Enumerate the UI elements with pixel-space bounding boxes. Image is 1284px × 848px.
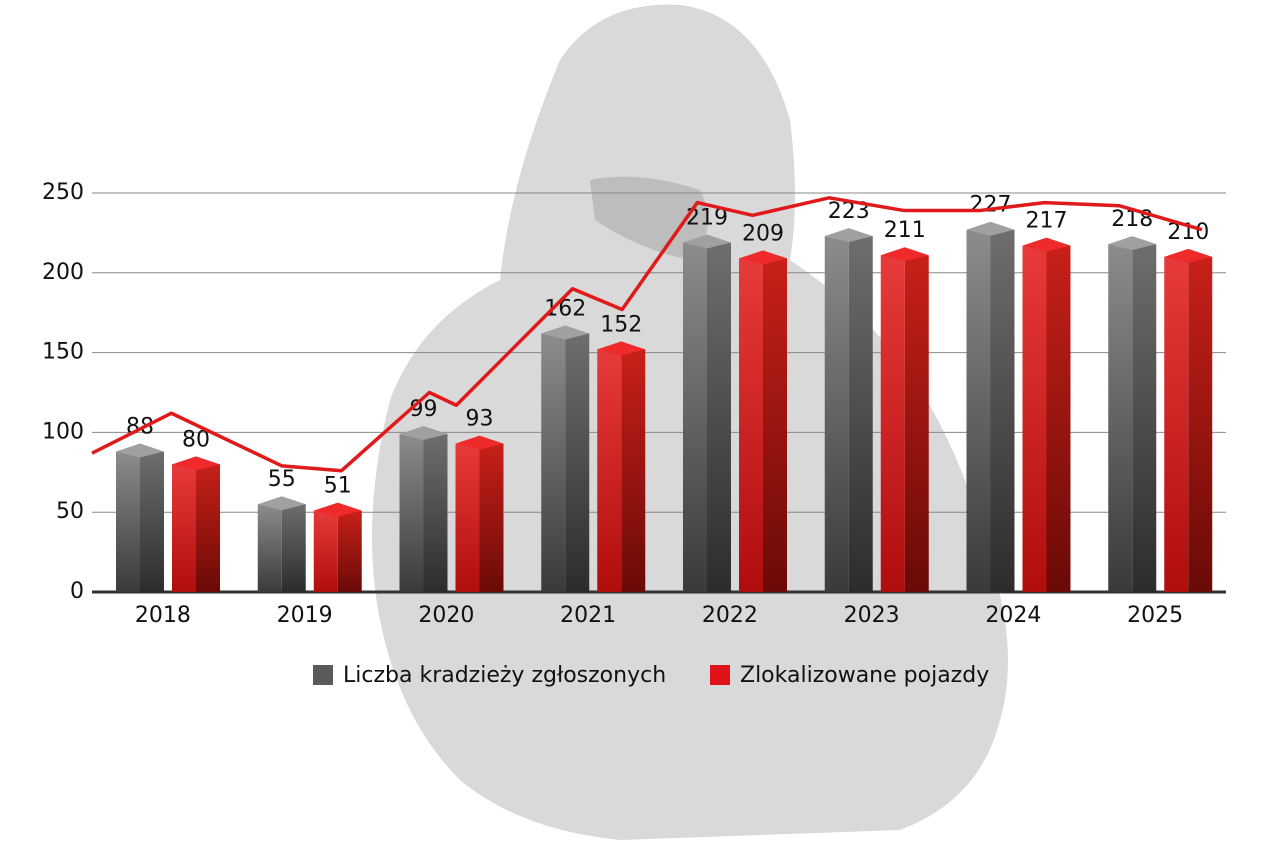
bar [1022, 245, 1047, 592]
bar-side [763, 258, 787, 592]
x-tick-label: 2019 [277, 603, 333, 628]
bar-top [966, 221, 1015, 236]
value-label: 99 [410, 397, 438, 422]
value-label: 55 [268, 467, 296, 492]
x-tick-label: 2022 [702, 603, 758, 628]
bar-side [848, 236, 873, 593]
bar-top [399, 425, 448, 440]
bar-top [683, 234, 731, 249]
bar-side [565, 333, 590, 592]
bar-top [541, 325, 590, 340]
value-label: 152 [600, 312, 642, 337]
value-label: 93 [466, 407, 494, 432]
x-tick-label: 2020 [418, 603, 474, 628]
bar [313, 510, 338, 592]
bar-side [707, 242, 731, 592]
y-tick-label: 100 [42, 419, 84, 444]
bar-side [1132, 244, 1157, 592]
value-label: 51 [324, 474, 352, 499]
x-tick-label: 2023 [844, 603, 900, 628]
bar-top [597, 341, 646, 356]
bar-side [140, 451, 164, 592]
bar-top [880, 247, 929, 262]
legend-label: Zlokalizowane pojazdy [740, 663, 989, 688]
bar-side [337, 510, 362, 592]
bar-top [1108, 236, 1157, 251]
bar-side [904, 255, 929, 592]
bar [1164, 256, 1189, 592]
bar-top [172, 456, 220, 471]
x-tick-label: 2025 [1127, 603, 1183, 628]
value-label: 209 [742, 221, 784, 246]
bar-side [196, 464, 220, 592]
bar [172, 464, 196, 592]
bar [1108, 244, 1133, 592]
y-tick-label: 150 [42, 340, 84, 365]
bar [116, 451, 140, 592]
bar-top [116, 443, 164, 458]
bar-top [257, 496, 306, 511]
value-label: 210 [1167, 220, 1209, 245]
y-tick-label: 0 [70, 579, 84, 604]
bar-top [455, 435, 504, 450]
bar [455, 443, 480, 592]
bar [399, 433, 424, 592]
y-tick-label: 50 [56, 499, 84, 524]
value-label: 217 [1026, 209, 1068, 234]
bar-side [1046, 245, 1071, 592]
y-tick-label: 250 [42, 180, 84, 205]
x-tick-label: 2024 [985, 603, 1041, 628]
bar-side [479, 443, 504, 592]
x-tick-label: 2018 [135, 603, 191, 628]
bar [683, 242, 707, 592]
y-tick-label: 200 [42, 260, 84, 285]
bar-top [1022, 237, 1071, 252]
legend-swatch [313, 665, 333, 685]
bar-top [824, 228, 873, 243]
bar-side [1188, 256, 1213, 592]
trend-line [91, 196, 1203, 473]
bar-top [1164, 248, 1213, 263]
bar [597, 349, 622, 592]
value-label: 80 [182, 427, 210, 452]
bar-side [423, 433, 448, 592]
legend-label: Liczba kradzieży zgłoszonych [343, 663, 666, 688]
bar [739, 258, 763, 592]
value-label: 211 [884, 218, 926, 243]
value-label: 227 [970, 193, 1012, 218]
bar-side [990, 229, 1015, 592]
bar-side [621, 349, 646, 592]
bar [541, 333, 566, 592]
x-tick-label: 2021 [560, 603, 616, 628]
bar-side [281, 504, 306, 592]
bar [880, 255, 905, 592]
bar-top [739, 250, 787, 265]
bar-top [313, 502, 362, 517]
bar [257, 504, 282, 592]
bar [824, 236, 849, 593]
bar [966, 229, 991, 592]
legend-swatch [710, 665, 730, 685]
